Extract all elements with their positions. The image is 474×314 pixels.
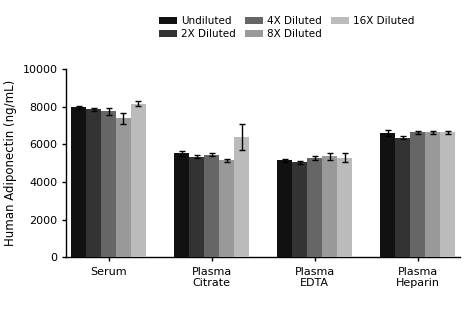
Bar [131,104,146,257]
Bar [440,132,455,257]
Bar [101,111,116,257]
Bar [277,160,292,257]
Bar [410,132,425,257]
Bar [219,160,234,257]
Bar [292,162,307,257]
Bar [204,155,219,257]
Bar [425,132,440,257]
Bar [395,138,410,257]
Bar [174,154,189,257]
Legend: Undiluted, 2X Diluted, 4X Diluted, 8X Diluted, 16X Diluted: Undiluted, 2X Diluted, 4X Diluted, 8X Di… [156,14,417,41]
Bar [234,137,249,257]
Bar [116,118,131,257]
Bar [380,133,395,257]
Bar [189,157,204,257]
Bar [71,107,86,257]
Bar [307,158,322,257]
Bar [86,109,101,257]
Bar [322,156,337,257]
Y-axis label: Human Adiponectin (ng/mL): Human Adiponectin (ng/mL) [4,80,17,246]
Bar [337,158,352,257]
